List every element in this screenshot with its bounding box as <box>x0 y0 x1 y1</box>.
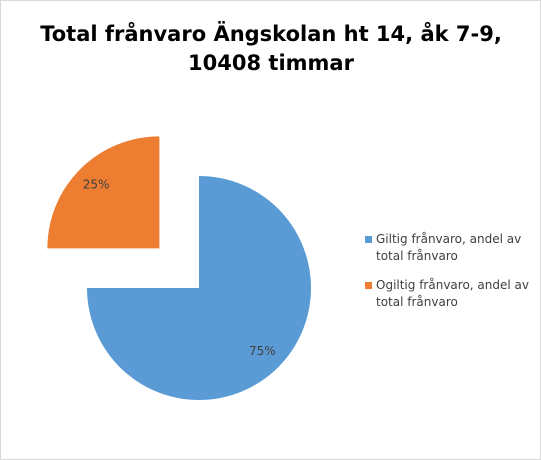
data-label: 75% <box>249 344 276 358</box>
data-label: 25% <box>83 178 110 192</box>
pie-slice <box>87 176 311 400</box>
legend-label: Giltig frånvaro, andel av total frånvaro <box>376 232 522 263</box>
legend-swatch <box>365 282 372 289</box>
legend-item: Ogiltig frånvaro, andel av total frånvar… <box>365 277 537 311</box>
legend-swatch <box>365 236 372 243</box>
chart-title: Total frånvaro Ängskolan ht 14, åk 7-9, <box>40 21 502 46</box>
legend-item: Giltig frånvaro, andel av total frånvaro <box>365 231 537 265</box>
legend-label: Ogiltig frånvaro, andel av total frånvar… <box>376 278 529 309</box>
legend: Giltig frånvaro, andel av total frånvaro… <box>365 231 537 323</box>
pie-slice <box>47 136 160 249</box>
chart-title: 10408 timmar <box>188 51 355 75</box>
